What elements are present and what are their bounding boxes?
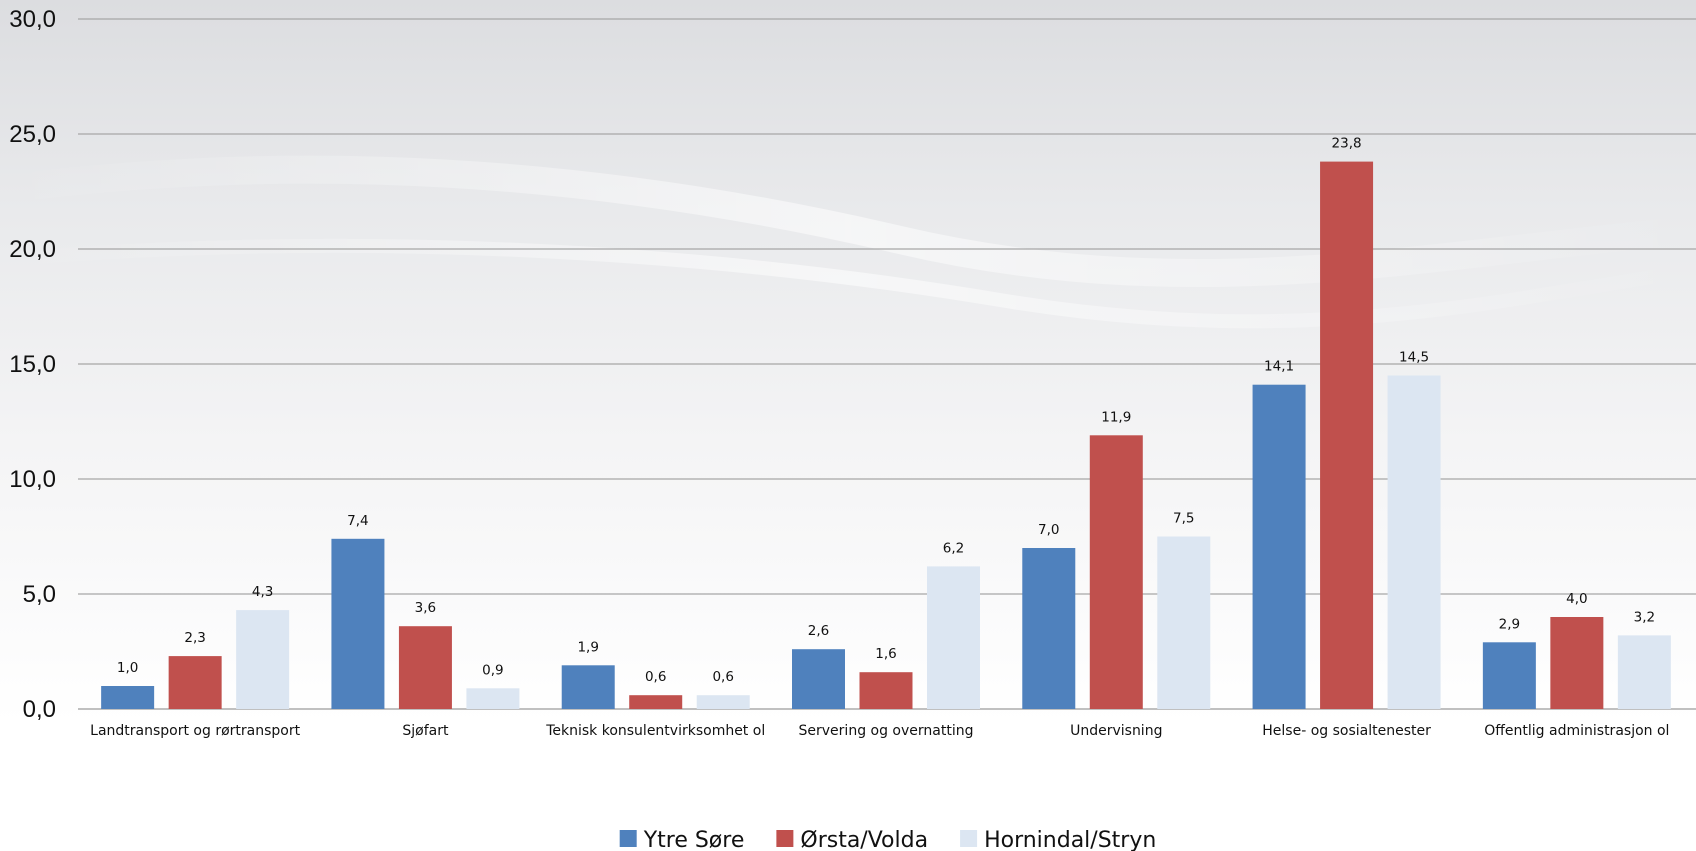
y-tick-label: 10,0: [9, 466, 56, 493]
data-label: 7,4: [347, 513, 368, 529]
legend-swatch: [619, 830, 637, 847]
y-tick-label: 25,0: [9, 121, 56, 148]
data-label: 11,9: [1101, 409, 1131, 425]
data-label: 2,6: [808, 623, 829, 639]
x-tick-label: Helse- og sosialtenester: [1262, 723, 1431, 739]
data-label: 1,0: [117, 660, 138, 676]
background-swooshes: [0, 155, 1696, 329]
bar: [629, 695, 683, 709]
bars: [101, 161, 1671, 710]
y-tick-label: 20,0: [9, 236, 56, 263]
x-tick-label: Servering og overnatting: [799, 723, 974, 739]
y-axis-ticks: 0,0 5,0 10,0 15,0 20,0 25,0 30,0: [9, 6, 56, 723]
legend-label: Ørsta/Volda: [800, 828, 928, 851]
bar: [236, 610, 290, 709]
bar: [1252, 384, 1306, 709]
data-label: 23,8: [1332, 136, 1362, 152]
legend-swatch: [960, 830, 978, 847]
data-label: 2,9: [1499, 616, 1520, 632]
y-tick-label: 30,0: [9, 6, 56, 33]
x-axis-ticks: Landtransport og rørtransport Sjøfart Tekn…: [90, 723, 1669, 739]
y-tick-label: 0,0: [23, 696, 56, 723]
bar: [696, 695, 750, 709]
data-label: 2,3: [184, 630, 205, 646]
bar: [1320, 161, 1374, 710]
data-label: 3,6: [415, 600, 436, 616]
data-label: 1,9: [577, 639, 598, 655]
bar: [398, 626, 452, 709]
data-label: 6,2: [943, 540, 964, 556]
bar: [1157, 536, 1211, 709]
bar: [927, 566, 980, 709]
bar: [331, 538, 385, 709]
legend-swatch: [776, 830, 794, 847]
legend: Ytre Søre Ørsta/Volda Hornindal/Stryn: [619, 828, 1156, 851]
bar: [1022, 548, 1076, 709]
data-label: 0,6: [712, 669, 733, 685]
data-label: 1,6: [875, 646, 896, 662]
y-tick-label: 5,0: [23, 581, 56, 608]
bar: [101, 686, 155, 709]
y-tick-label: 15,0: [9, 351, 56, 378]
data-label: 14,5: [1399, 350, 1429, 366]
bar: [792, 649, 845, 709]
data-labels: 1,0 2,3 4,3 7,4 3,6 0,9 1,9 0,6 0,6 2,6 1,6 6,2 7,0 1…: [117, 136, 1655, 686]
bar: [1617, 635, 1671, 709]
bar: [1550, 617, 1604, 709]
x-tick-label: Offentlig administrasjon ol: [1484, 723, 1669, 739]
data-label: 3,2: [1634, 609, 1655, 625]
x-tick-label: Teknisk konsulentvirksomhet ol: [545, 723, 765, 739]
data-label: 4,3: [252, 584, 273, 600]
bar: [1482, 642, 1536, 709]
bar: [168, 656, 222, 709]
legend-label: Ytre Søre: [643, 828, 745, 851]
data-label: 14,1: [1264, 359, 1294, 375]
data-label: 0,9: [482, 662, 503, 678]
data-label: 7,5: [1173, 511, 1194, 527]
bar: [561, 665, 615, 709]
bar: [1089, 435, 1143, 709]
legend-label: Hornindal/Stryn: [984, 828, 1156, 851]
data-label: 0,6: [645, 669, 666, 685]
data-label: 4,0: [1566, 591, 1587, 607]
x-tick-label: Undervisning: [1070, 723, 1162, 739]
data-label: 7,0: [1038, 522, 1059, 538]
bar: [859, 672, 913, 709]
gridlines: [78, 18, 1696, 710]
x-tick-label: Sjøfart: [402, 723, 449, 739]
x-tick-label: Landtransport og rørtransport: [90, 723, 300, 739]
bar: [466, 688, 520, 709]
bar: [1387, 375, 1441, 709]
